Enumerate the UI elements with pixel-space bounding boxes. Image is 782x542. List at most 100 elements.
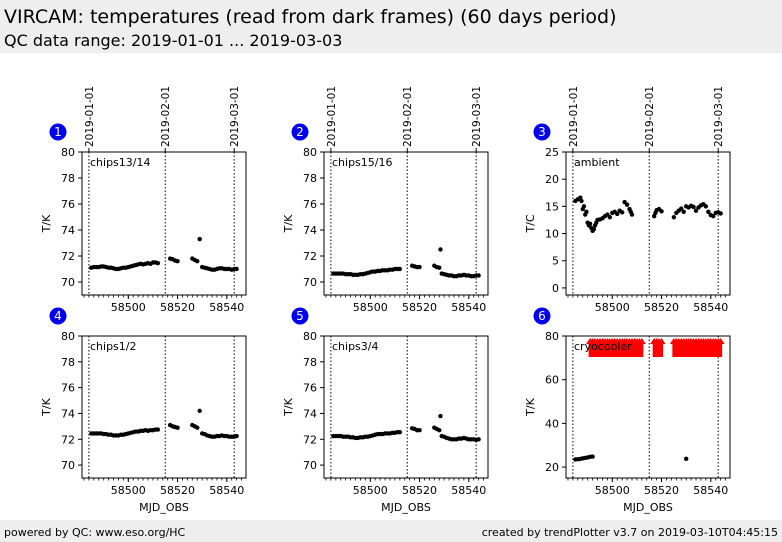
plot-number-badge xyxy=(533,123,551,141)
data-point xyxy=(155,260,161,266)
data-point xyxy=(155,427,161,432)
y-tick-label: 10 xyxy=(545,228,559,241)
y-tick-label: 60 xyxy=(545,374,559,387)
x-axis-label: MJD_OBS xyxy=(381,501,431,514)
data-point xyxy=(438,247,443,252)
date-tick-label: 2019-03-01 xyxy=(713,86,725,147)
plot-label: chips3/4 xyxy=(332,340,379,353)
data-point xyxy=(579,198,584,204)
plot-frame xyxy=(565,151,731,296)
x-tick-label: 58520 xyxy=(402,301,437,314)
plot-6: 6 58500 58520 58540 20 40 60 80 T/K MJD_OBS cryoco… xyxy=(524,307,731,514)
x-tick-label: 58540 xyxy=(451,484,486,497)
date-tick-label: 2019-03-01 xyxy=(471,86,483,147)
data-point xyxy=(581,204,587,209)
data-point xyxy=(671,215,677,220)
x-tick-label: 58520 xyxy=(644,301,679,314)
plot-label: chips13/14 xyxy=(90,156,151,169)
plot-4: 4 58500 58520 58540 70 72 74 76 78 80 T/K MJD_OBS ch… xyxy=(40,307,247,514)
y-tick-label: 72 xyxy=(61,433,75,446)
plot-number: 3 xyxy=(538,125,546,139)
x-tick-label: 58540 xyxy=(693,484,728,497)
data-point xyxy=(703,204,709,209)
y-tick-label: 78 xyxy=(303,172,317,185)
plot-label: chips15/16 xyxy=(332,156,393,169)
plot-number: 4 xyxy=(54,309,62,323)
y-tick-label: 20 xyxy=(545,173,559,186)
x-tick-label: 58500 xyxy=(595,301,630,314)
y-tick-label: 78 xyxy=(61,172,75,185)
out-of-range-arrow xyxy=(637,338,646,357)
date-tick-label: 2019-02-01 xyxy=(402,86,414,147)
plot-3: 3 2019-01-01 2019-02-01 2019-03-01 58500 5852… xyxy=(524,86,731,314)
y-tick-label: 72 xyxy=(303,433,317,446)
x-tick-label: 58520 xyxy=(160,301,195,314)
y-tick-label: 70 xyxy=(303,276,317,289)
x-axis-label: MJD_OBS xyxy=(623,501,673,514)
plot-frame xyxy=(323,151,489,296)
y-axis-label: T/C xyxy=(524,214,537,233)
x-tick-label: 58540 xyxy=(693,301,728,314)
data-point xyxy=(629,212,635,217)
footer-left: powered by QC: www.eso.org/HC xyxy=(4,526,186,539)
data-point xyxy=(476,437,481,442)
y-tick-label: 74 xyxy=(303,224,317,237)
data-point xyxy=(681,209,686,215)
x-tick-label: 58540 xyxy=(451,301,486,314)
y-tick-label: 0 xyxy=(552,282,559,295)
data-point xyxy=(417,428,422,433)
data-point xyxy=(706,209,711,215)
y-tick-label: 74 xyxy=(61,407,75,420)
date-tick-label: 2019-01-01 xyxy=(568,86,580,147)
data-point xyxy=(659,209,664,214)
data-point xyxy=(417,264,422,270)
data-point xyxy=(437,428,442,433)
data-point xyxy=(195,259,200,264)
plot-number-badge xyxy=(291,307,309,325)
x-tick-label: 58520 xyxy=(160,484,195,497)
data-point xyxy=(615,211,620,217)
plot-1: 1 2019-01-01 2019-02-01 2019-03-01 58500 5852… xyxy=(40,86,247,314)
footer-right: created by trendPlotter v3.7 on 2019-03-… xyxy=(481,526,778,539)
y-axis-label: T/K xyxy=(40,214,53,233)
plot-frame xyxy=(81,335,247,479)
plot-number-badge xyxy=(49,307,67,325)
data-point xyxy=(197,408,202,414)
y-tick-label: 20 xyxy=(545,461,559,474)
date-tick-label: 2019-02-01 xyxy=(160,86,172,147)
date-tick-label: 2019-02-01 xyxy=(644,86,656,147)
y-tick-label: 5 xyxy=(552,255,559,268)
out-of-range-arrow xyxy=(716,338,725,357)
plot-label: ambient xyxy=(574,156,620,169)
y-tick-label: 76 xyxy=(303,382,317,395)
x-tick-label: 58500 xyxy=(111,301,146,314)
plot-number-badge xyxy=(291,123,309,141)
data-point xyxy=(624,202,630,207)
plot-2: 2 2019-01-01 2019-02-01 2019-03-01 58500 5852… xyxy=(282,86,489,314)
data-point xyxy=(234,266,239,272)
data-point xyxy=(691,204,696,210)
y-tick-label: 70 xyxy=(303,459,317,472)
plot-number: 1 xyxy=(54,125,62,139)
y-axis-label: T/K xyxy=(282,214,295,233)
y-tick-label: 80 xyxy=(61,330,75,343)
header: VIRCAM: temperatures (read from dark fra… xyxy=(0,0,782,53)
data-point xyxy=(591,227,597,232)
plot-label: chips1/2 xyxy=(90,340,137,353)
data-point xyxy=(397,429,403,435)
plot-label: cryocooler xyxy=(574,340,632,353)
y-tick-label: 80 xyxy=(303,146,317,159)
y-tick-label: 74 xyxy=(303,407,317,420)
y-tick-label: 72 xyxy=(303,250,317,263)
data-point xyxy=(711,213,716,219)
plot-number-badge xyxy=(533,307,551,325)
data-point xyxy=(607,215,613,220)
plot-frame xyxy=(565,335,731,479)
y-tick-label: 74 xyxy=(61,224,75,237)
date-tick-label: 2019-01-01 xyxy=(84,86,96,147)
y-tick-label: 76 xyxy=(303,198,317,211)
y-axis-label: T/K xyxy=(524,397,537,416)
y-tick-label: 80 xyxy=(303,330,317,343)
date-tick-label: 2019-03-01 xyxy=(229,86,241,147)
